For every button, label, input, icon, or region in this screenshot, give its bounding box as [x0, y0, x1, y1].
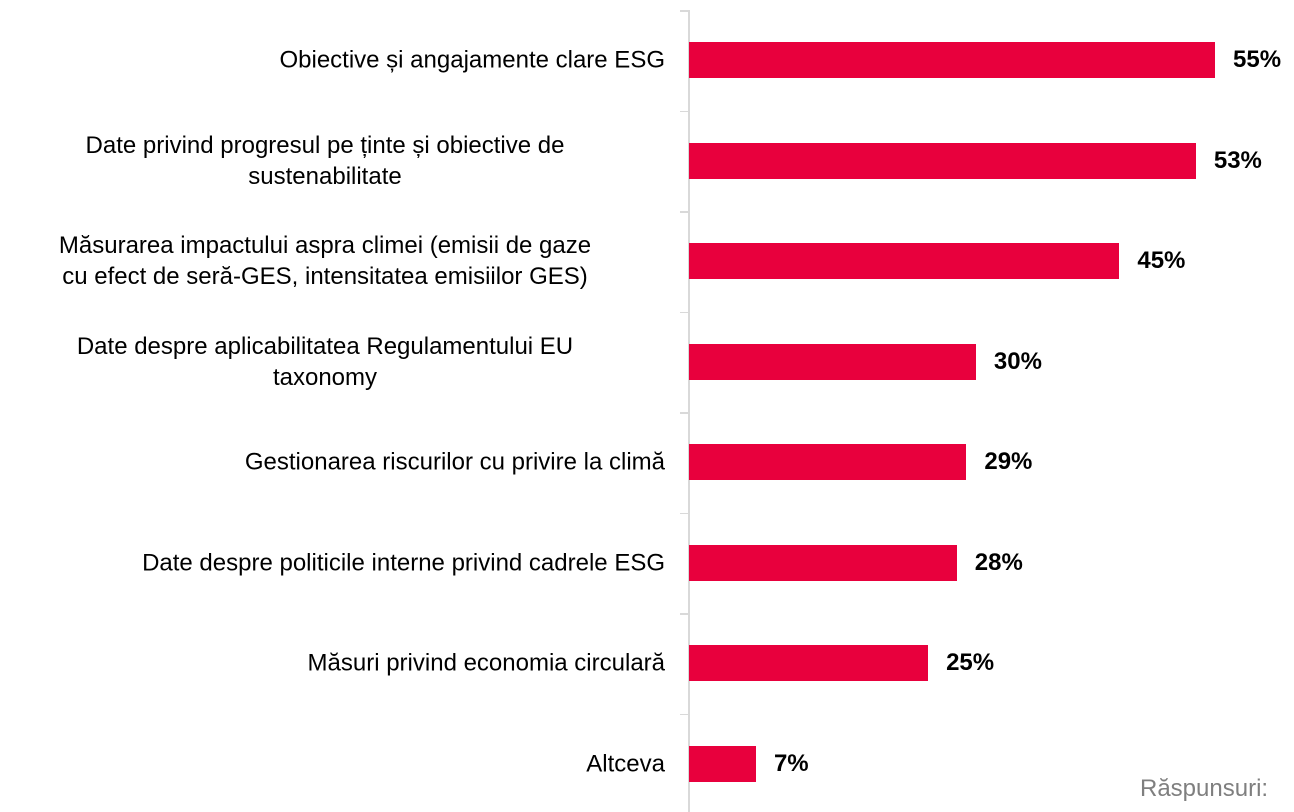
axis-tick — [680, 713, 689, 715]
value-label: 25% — [946, 649, 995, 677]
category-label: Gestionarea riscurilor cu privire la cli… — [244, 448, 665, 476]
axis-tick — [680, 211, 689, 213]
footnote: Răspunsuri: — [1140, 775, 1269, 802]
axis-line — [688, 10, 690, 812]
bar — [689, 343, 976, 380]
value-label: 7% — [773, 749, 809, 777]
bar — [689, 142, 1196, 179]
value-label: 45% — [1137, 247, 1186, 275]
bar — [689, 444, 967, 481]
axis-tick — [680, 10, 689, 12]
category-label: Date despre politicile interne privind c… — [142, 549, 665, 577]
bar — [689, 544, 957, 581]
value-label: 29% — [984, 448, 1033, 476]
bar — [689, 645, 929, 682]
category-label: Altceva — [586, 750, 665, 778]
category-label: Date privind progresul pe ținte și obiec… — [85, 131, 565, 190]
axis-tick — [680, 412, 689, 414]
axis-tick — [680, 311, 689, 313]
category-label: Măsurarea impactului aspra climei (emisi… — [58, 232, 592, 291]
category-label: Date despre aplicabilitatea Regulamentul… — [76, 332, 574, 391]
bar — [689, 745, 756, 782]
category-label: Măsuri privind economia circulară — [307, 649, 665, 677]
value-label: 53% — [1213, 146, 1262, 174]
axis-tick — [680, 512, 689, 514]
axis-tick — [680, 613, 689, 615]
bar — [689, 243, 1120, 280]
category-label: Obiective și angajamente clare ESG — [279, 46, 665, 74]
value-label: 28% — [974, 548, 1023, 576]
axis-tick — [680, 110, 689, 112]
value-label: 55% — [1233, 46, 1282, 74]
bar — [689, 42, 1215, 79]
value-label: 30% — [993, 347, 1042, 375]
